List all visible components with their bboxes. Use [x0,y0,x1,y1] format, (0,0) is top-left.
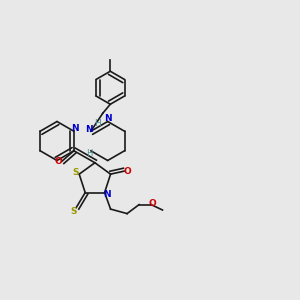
Text: O: O [54,157,62,166]
Text: S: S [72,168,79,177]
Text: N: N [85,125,93,134]
Text: H: H [94,119,101,128]
Text: H: H [87,149,93,158]
Text: N: N [72,124,79,133]
Text: S: S [70,207,77,216]
Text: O: O [148,199,156,208]
Text: N: N [103,190,111,199]
Text: N: N [104,114,112,123]
Text: O: O [124,167,132,176]
